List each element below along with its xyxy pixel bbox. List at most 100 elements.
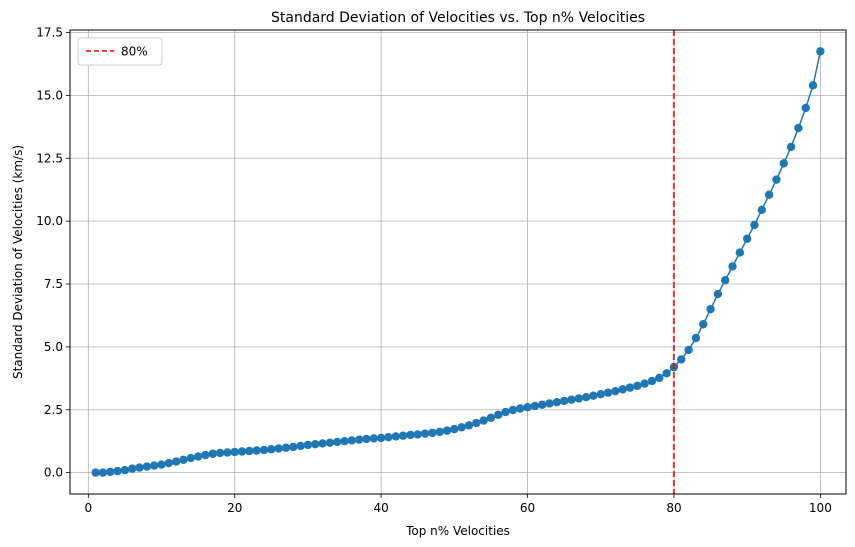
data-point <box>640 379 649 388</box>
x-tick-label: 0 <box>84 501 92 515</box>
data-point <box>662 369 671 378</box>
data-point <box>281 443 291 452</box>
plot-frame <box>69 29 847 495</box>
legend: 80% <box>77 37 163 66</box>
data-point <box>457 423 466 432</box>
data-point <box>596 389 605 399</box>
y-tick-label: 12.5 <box>36 151 63 165</box>
data-point <box>611 386 620 396</box>
data-point <box>113 466 122 476</box>
x-tick-label: 60 <box>520 501 535 515</box>
data-point <box>369 434 379 443</box>
plot-layer <box>91 30 825 494</box>
data-point <box>128 464 137 473</box>
data-point <box>486 413 496 422</box>
data-point <box>289 442 298 452</box>
data-point <box>354 435 364 444</box>
data-point <box>259 445 269 455</box>
data-point <box>274 444 283 453</box>
legend-label-80pct: 80% <box>121 45 148 59</box>
data-point <box>406 430 415 440</box>
y-tick-label: 2.5 <box>44 403 63 417</box>
x-tick-label: 100 <box>809 501 832 515</box>
data-point <box>633 381 642 391</box>
data-point <box>764 190 774 199</box>
data-point <box>603 388 613 397</box>
x-tick-label: 40 <box>373 501 388 515</box>
data-point <box>442 426 452 435</box>
data-point <box>516 404 525 413</box>
data-point <box>398 431 408 440</box>
data-point <box>376 433 386 443</box>
data-point <box>574 394 583 403</box>
data-point <box>208 449 217 458</box>
data-point <box>303 440 313 450</box>
data-point <box>120 465 130 475</box>
data-point <box>179 455 188 464</box>
data-point <box>581 392 591 402</box>
data-point <box>647 376 657 386</box>
data-point <box>684 345 693 355</box>
y-tick-label: 5.0 <box>44 340 63 354</box>
data-point <box>655 373 664 383</box>
data-point <box>135 463 144 472</box>
x-axis-title: Top n% Velocities <box>405 524 510 538</box>
data-point <box>494 410 503 419</box>
data-point <box>450 424 459 434</box>
data-point <box>237 447 247 456</box>
chart-title: Standard Deviation of Velocities vs. Top… <box>271 10 645 26</box>
data-point <box>757 205 767 215</box>
y-tick-label: 10.0 <box>36 214 63 228</box>
y-axis-ticks: 0.0 2.5 5.0 7.5 10.0 12.5 15.0 17.5 <box>36 26 70 480</box>
data-point <box>677 355 686 364</box>
data-point <box>340 436 349 446</box>
data-point <box>245 446 254 456</box>
y-tick-label: 0.0 <box>44 466 63 480</box>
data-point <box>201 450 210 460</box>
data-point <box>391 432 400 441</box>
data-point <box>552 398 562 407</box>
data-point <box>691 333 701 343</box>
data-point <box>428 428 437 438</box>
data-point <box>479 416 488 425</box>
data-point <box>742 234 752 243</box>
data-point <box>501 407 510 417</box>
data-point <box>786 142 796 152</box>
legend-box <box>77 37 163 66</box>
data-point <box>508 405 518 415</box>
grid <box>70 30 846 494</box>
data-point <box>186 453 195 463</box>
data-point <box>296 441 305 451</box>
data-point <box>318 439 327 448</box>
data-point <box>735 248 745 257</box>
data-point <box>91 468 100 477</box>
data-point <box>171 457 181 466</box>
data-point <box>311 440 320 449</box>
data-point <box>721 276 730 285</box>
data-point <box>816 47 825 56</box>
data-point <box>362 434 371 444</box>
data-point <box>325 438 335 447</box>
data-point <box>559 396 569 406</box>
y-axis-title: Standard Deviation of Velocities (km/s) <box>11 145 25 379</box>
y-tick-label: 17.5 <box>36 26 63 40</box>
y-tick-label: 15.0 <box>36 88 63 102</box>
data-point <box>699 320 708 329</box>
data-point <box>230 447 239 457</box>
data-point <box>435 427 444 437</box>
x-tick-label: 80 <box>666 501 681 515</box>
data-point <box>142 462 152 471</box>
data-point <box>193 452 203 461</box>
data-point <box>347 436 357 445</box>
data-point <box>779 159 788 168</box>
data-point <box>223 448 232 457</box>
data-point <box>530 401 540 411</box>
data-point <box>464 421 474 430</box>
x-tick-label: 20 <box>227 501 242 515</box>
data-point <box>589 391 598 400</box>
data-point <box>472 418 481 428</box>
data-point <box>420 429 430 438</box>
data-point <box>98 468 108 477</box>
y-tick-label: 7.5 <box>44 277 63 291</box>
data-point <box>713 289 723 299</box>
